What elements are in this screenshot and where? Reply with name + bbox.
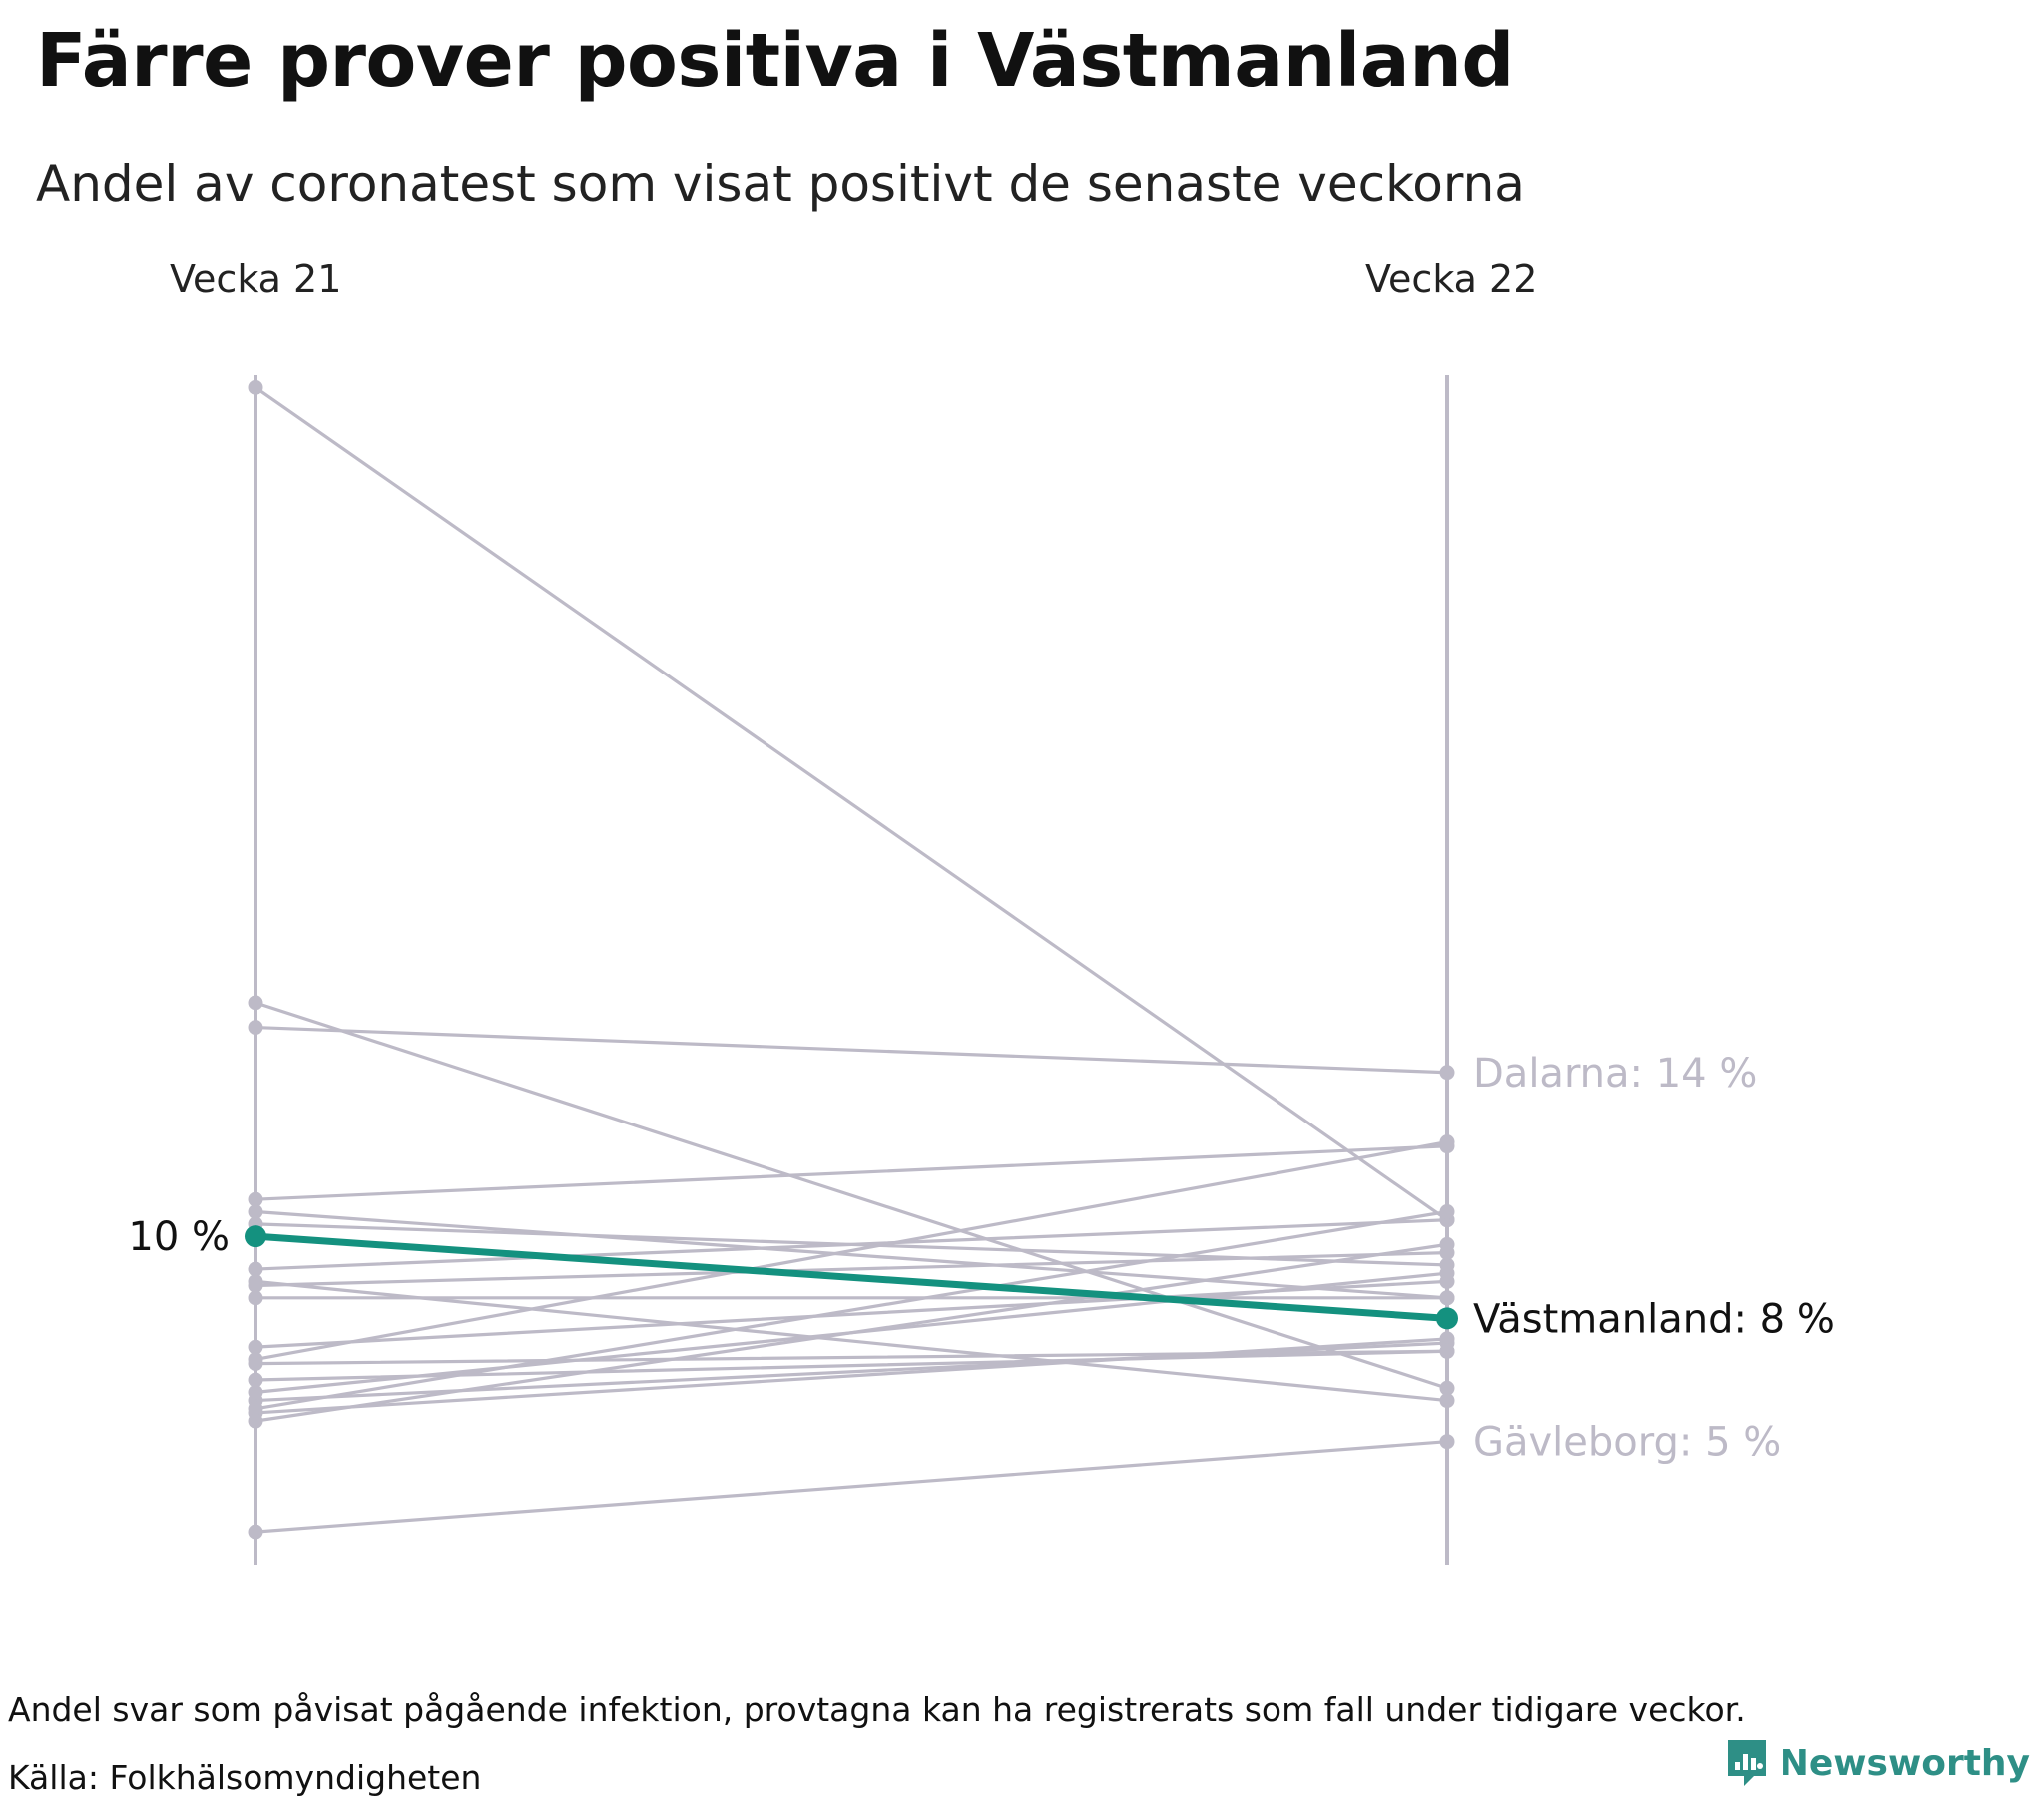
point-week-21-region-13: [248, 1372, 263, 1388]
series-line-region-19: [254, 1279, 1449, 1403]
point-week-21-gävleborg: [248, 1524, 263, 1540]
value-labels: 10 % Dalarna: 14 % Västmanland: 8 % Gävlebo…: [128, 1051, 1834, 1466]
brand-logo: Newsworthy: [1724, 1736, 2030, 1790]
series-line-dalarna: [254, 1025, 1449, 1075]
point-week-22-region-20: [1439, 1265, 1455, 1281]
end-label-0: Dalarna: 14 %: [1473, 1051, 1757, 1097]
point-week-22-region-10: [1439, 1290, 1455, 1306]
chart-subtitle: Andel av coronatest som visat positivt d…: [36, 155, 1525, 213]
point-week-21-region-18: [248, 1356, 263, 1372]
footnote: Andel svar som påvisat pågående infektio…: [8, 1690, 1746, 1729]
series-line-region-16: [254, 1337, 1449, 1415]
series-line-region-5: [254, 1144, 1449, 1201]
brand-name: Newsworthy: [1779, 1742, 2030, 1784]
point-week-22-region-12: [1439, 1134, 1455, 1150]
end-label-1: Västmanland: 8 %: [1473, 1296, 1835, 1342]
series-line-region-12: [254, 1140, 1449, 1362]
point-week-21-region-11: [248, 1339, 263, 1355]
point-week-21-region-6: [248, 1204, 263, 1220]
slope-lines: [248, 379, 1455, 1540]
point-week-22-gävleborg: [1439, 1434, 1455, 1450]
newsworthy-logo-icon: [1727, 1740, 1766, 1786]
chart-title: Färre prover positiva i Västmanland: [36, 18, 1514, 104]
point-week-21-region-3: [248, 379, 263, 395]
slope-chart: 10 % Dalarna: 14 % Västmanland: 8 % Gävlebo…: [128, 375, 1835, 1565]
series-line-region-9: [254, 1251, 1449, 1288]
series-line-gävleborg: [254, 1440, 1449, 1534]
point-week-22-region-17: [1439, 1236, 1455, 1252]
start-value-label: 10 %: [128, 1214, 230, 1260]
source-note: Källa: Folkhälsomyndigheten: [8, 1758, 482, 1797]
point-week-21-dalarna: [248, 1020, 263, 1036]
series-line-region-4: [254, 1001, 1449, 1390]
column-label-week-21: Vecka 21: [170, 257, 342, 301]
point-week-21-region-5: [248, 1191, 263, 1207]
series-line-region-3: [254, 385, 1449, 1222]
point-week-21-region-20: [248, 1384, 263, 1400]
point-week-22-västmanland: [1436, 1307, 1458, 1330]
point-week-21-region-17: [248, 1413, 263, 1429]
highlight-series: [245, 1225, 1458, 1330]
series-line-region-20: [254, 1271, 1449, 1394]
point-week-21-region-19: [248, 1273, 263, 1289]
series-line-region-8: [254, 1218, 1449, 1271]
point-week-22-region-15: [1439, 1204, 1455, 1220]
point-week-21-region-10: [248, 1290, 263, 1306]
point-week-22-region-19: [1439, 1393, 1455, 1409]
point-week-22-dalarna: [1439, 1065, 1455, 1081]
point-week-21-västmanland: [245, 1225, 266, 1248]
column-label-week-22: Vecka 22: [1365, 257, 1538, 301]
series-line-region-18: [254, 1349, 1449, 1366]
end-label-2: Gävleborg: 5 %: [1473, 1420, 1781, 1466]
point-week-22-region-16: [1439, 1331, 1455, 1347]
series-line-västmanland: [252, 1232, 1451, 1322]
point-week-22-region-18: [1439, 1343, 1455, 1359]
series-line-region-15: [254, 1209, 1449, 1411]
point-week-21-region-4: [248, 995, 263, 1011]
point-week-22-region-4: [1439, 1380, 1455, 1396]
point-week-21-region-8: [248, 1261, 263, 1277]
series-line-region-6: [254, 1209, 1449, 1300]
